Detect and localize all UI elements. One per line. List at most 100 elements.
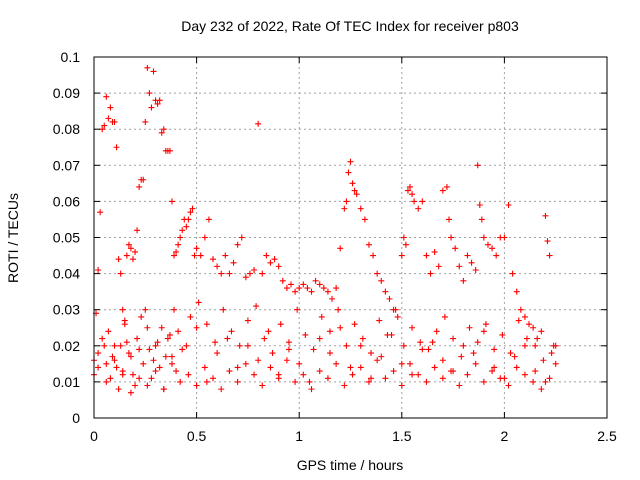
data-point <box>187 313 194 320</box>
x-tick-label: 0.5 <box>187 428 207 444</box>
data-point <box>523 335 530 342</box>
data-point <box>370 252 377 259</box>
data-point <box>304 285 311 292</box>
x-axis-label: GPS time / hours <box>297 457 404 473</box>
data-point <box>333 360 340 367</box>
data-point <box>115 386 122 393</box>
data-point <box>448 234 455 241</box>
data-point <box>292 378 299 385</box>
data-point <box>193 245 200 252</box>
data-point <box>382 288 389 295</box>
data-point <box>177 234 184 241</box>
data-point <box>214 350 221 357</box>
data-point <box>210 375 217 382</box>
data-point <box>365 241 372 248</box>
data-point <box>142 118 149 125</box>
data-point <box>534 335 541 342</box>
data-point <box>283 285 290 292</box>
data-point <box>542 212 549 219</box>
data-point <box>474 339 481 346</box>
data-point <box>242 274 249 281</box>
data-point <box>107 375 114 382</box>
data-point <box>546 375 553 382</box>
data-point <box>127 353 134 360</box>
data-point <box>460 277 467 284</box>
data-point <box>400 234 407 241</box>
x-tick-label: 0 <box>90 428 98 444</box>
data-point <box>310 346 317 353</box>
data-point <box>478 216 485 223</box>
data-point <box>374 357 381 364</box>
data-point <box>351 187 358 194</box>
data-point <box>267 364 274 371</box>
data-point <box>402 241 409 248</box>
data-point <box>423 378 430 385</box>
data-point <box>464 371 471 378</box>
data-point <box>507 350 514 357</box>
data-point <box>255 120 262 127</box>
data-point <box>419 198 426 205</box>
data-point <box>382 375 389 382</box>
data-point <box>148 104 155 111</box>
data-point <box>150 357 157 364</box>
data-point <box>146 90 153 97</box>
data-point <box>378 277 385 284</box>
data-point <box>103 378 110 385</box>
data-point <box>530 324 537 331</box>
data-point <box>287 281 294 288</box>
data-point <box>392 306 399 313</box>
data-point <box>271 256 278 263</box>
data-point <box>357 342 364 349</box>
data-point <box>146 346 153 353</box>
data-point <box>386 295 393 302</box>
data-point <box>109 353 116 360</box>
data-point <box>431 364 438 371</box>
data-point <box>474 162 481 169</box>
data-point <box>489 245 496 252</box>
data-point <box>302 331 309 338</box>
data-point <box>407 183 414 190</box>
data-point <box>337 245 344 252</box>
data-point <box>341 205 348 212</box>
data-point <box>294 306 301 313</box>
data-point <box>425 346 432 353</box>
data-point <box>187 209 194 216</box>
data-point <box>127 389 134 396</box>
data-point <box>357 205 364 212</box>
data-point <box>95 266 102 273</box>
data-point <box>218 270 225 277</box>
y-tick-label: 0.01 <box>53 374 80 390</box>
data-point <box>349 180 356 187</box>
data-point <box>144 382 151 389</box>
data-point <box>95 364 102 371</box>
data-point <box>103 93 110 100</box>
data-point <box>105 115 112 122</box>
data-point <box>429 339 436 346</box>
data-point <box>134 227 141 234</box>
data-point <box>409 324 416 331</box>
data-point <box>283 357 290 364</box>
data-point <box>162 353 169 360</box>
data-point <box>117 270 124 277</box>
data-point <box>390 368 397 375</box>
data-point <box>296 360 303 367</box>
data-point <box>345 169 352 176</box>
data-point <box>201 234 208 241</box>
data-point <box>509 270 516 277</box>
data-point <box>546 252 553 259</box>
data-point <box>154 100 161 107</box>
data-point <box>552 360 559 367</box>
data-point <box>468 259 475 266</box>
data-point <box>443 183 450 190</box>
data-point <box>374 270 381 277</box>
data-point <box>548 350 555 357</box>
data-point <box>101 122 108 129</box>
data-point <box>111 342 118 349</box>
data-point <box>489 368 496 375</box>
x-tick-label: 1.5 <box>392 428 412 444</box>
data-point <box>244 342 251 349</box>
x-tick-label: 2.5 <box>597 428 617 444</box>
data-point <box>312 277 319 284</box>
data-point <box>140 360 147 367</box>
data-point <box>333 285 340 292</box>
